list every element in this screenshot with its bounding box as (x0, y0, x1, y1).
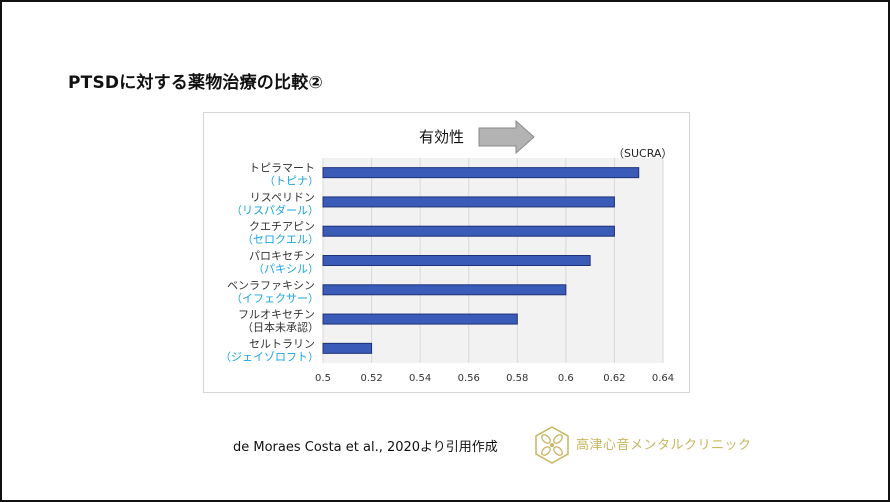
bar (322, 225, 615, 237)
category-label: トピラマート (249, 162, 315, 175)
slide-title: PTSDに対する薬物治療の比較② (68, 73, 324, 93)
clinic-logo-icon (535, 426, 569, 464)
bar (322, 255, 591, 266)
brand-name-label: （ジェイゾロフト） (220, 350, 319, 363)
chart-panel: 0.5 0.52 0.54 0.56 0.58 0.6 0.62 0.64 トピラマート （トピナ… (203, 112, 690, 393)
brand-name-label: （リスパダール） (231, 203, 319, 217)
category-label: リスペリドン (250, 191, 315, 204)
category-label: クエチアピン (249, 220, 315, 233)
brand-name-label: （トピナ） (264, 175, 319, 188)
bar-chart: 0.5 0.52 0.54 0.56 0.58 0.6 0.62 0.64 トピラマート（トピナ… (220, 158, 674, 384)
x-tick-label: 0.64 (652, 373, 674, 384)
category-label: フルオキセチン (238, 308, 315, 321)
x-tick-label: 0.54 (409, 373, 431, 384)
x-tick-label: 0.58 (506, 373, 528, 384)
brand-name-label: （イフェクサー） (231, 292, 319, 305)
bar (322, 167, 640, 179)
bar (322, 196, 615, 208)
brand-name-label: （パキシル） (253, 263, 319, 276)
bar (322, 313, 518, 325)
category-label: ベンラファキシン (227, 279, 315, 292)
clinic-name: 高津心音メンタルクリニック (576, 438, 752, 453)
right-arrow-shape (478, 120, 535, 154)
x-tick-label: 0.52 (360, 373, 382, 384)
bar (322, 284, 567, 296)
x-tick-label: 0.62 (603, 373, 625, 384)
sucra-unit-label: （SUCRA） (613, 147, 673, 160)
x-tick-label: 0.5 (315, 373, 331, 384)
category-label: セルトラリン (249, 337, 315, 350)
bar (322, 342, 373, 354)
right-arrow-icon (478, 120, 535, 154)
brand-name-label: （セロクエル） (242, 233, 319, 246)
category-label: パロキセチン (249, 250, 315, 263)
efficacy-direction-label: 有効性 (419, 128, 465, 146)
brand-name-label: （日本未承認） (242, 320, 319, 334)
x-tick-label: 0.6 (558, 373, 574, 384)
x-tick-label: 0.56 (458, 373, 480, 384)
citation-text: de Moraes Costa et al., 2020より引用作成 (233, 440, 498, 455)
